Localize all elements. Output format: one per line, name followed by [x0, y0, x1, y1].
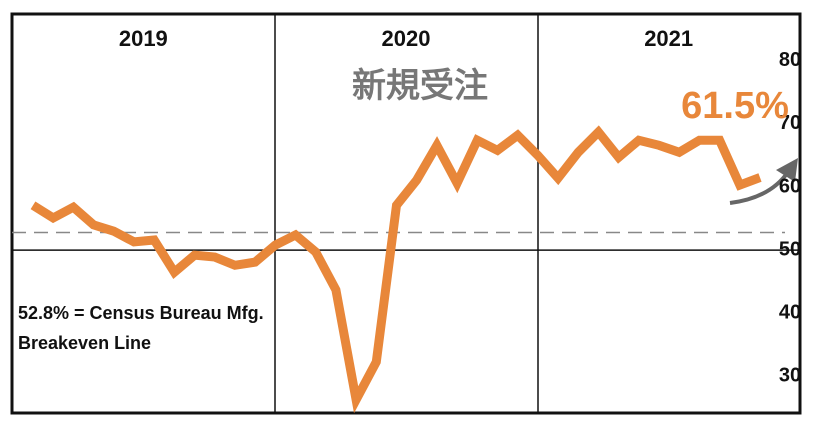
period-label: 2021 [644, 26, 693, 51]
y-tick-label: 40 [779, 302, 801, 324]
y-tick-label: 60 [779, 175, 801, 197]
y-tick-label: 80 [779, 49, 801, 71]
y-tick-label: 30 [779, 365, 801, 387]
period-label: 2020 [382, 26, 431, 51]
reference-label: 52.8% = Census Bureau Mfg. [18, 303, 264, 323]
y-tick-label: 70 [779, 112, 801, 134]
period-label: 2019 [119, 26, 168, 51]
plot-frame [10, 12, 802, 415]
reference-label: Breakeven Line [18, 333, 151, 353]
trend-arrow [729, 170, 790, 205]
chart-title: 新規受注 [352, 67, 488, 105]
trend-arrow-head [776, 158, 798, 182]
data-line [30, 125, 762, 414]
value-label: 61.5% [681, 85, 789, 127]
